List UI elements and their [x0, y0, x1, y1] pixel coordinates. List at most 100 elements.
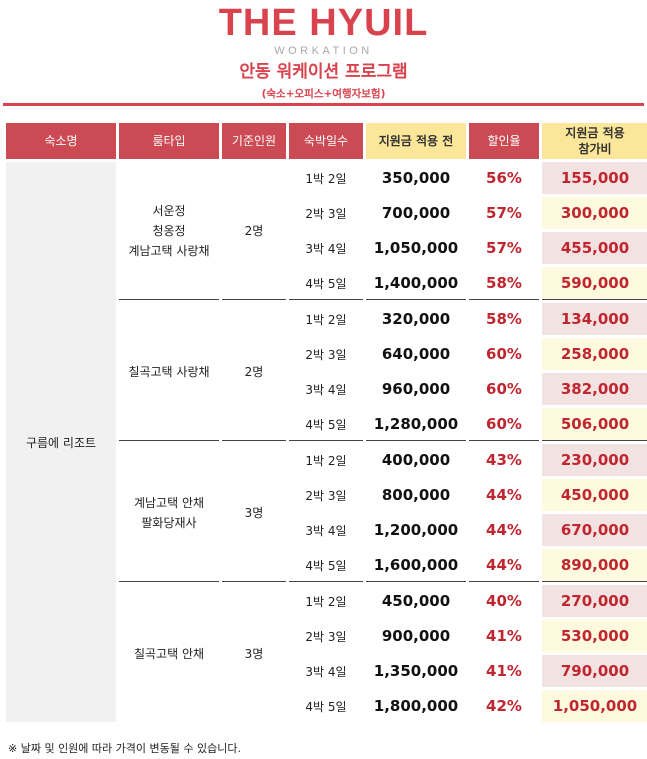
final-price-cell: 790,000 [542, 655, 647, 687]
brand-sub: WORKATION [274, 45, 373, 57]
discount-rate-cell: 58% [469, 267, 539, 300]
page-subtitle: (숙소+오피스+여행자보험) [261, 88, 386, 100]
table-row: 칠곡고택 사랑채 2명 1박 2일 320,000 58% 134,000 [6, 303, 647, 441]
final-price-cell: 382,000 [542, 373, 647, 405]
discount-rate-cell: 58% [469, 303, 539, 335]
final-price-cell: 450,000 [542, 479, 647, 511]
final-price-cell: 890,000 [542, 549, 647, 582]
final-price-cell: 506,000 [542, 408, 647, 441]
discount-rate-cell: 60% [469, 408, 539, 441]
final-price-cell: 300,000 [542, 197, 647, 229]
nights-cell: 3박 4일 [289, 655, 363, 687]
price-before-cell: 1,400,000 [366, 267, 466, 300]
price-before-cell: 450,000 [366, 585, 466, 617]
base-occupancy-cell: 2명 [222, 162, 286, 300]
page-title: 안동 워케이션 프로그램 [239, 62, 408, 82]
nights-cell: 2박 3일 [289, 620, 363, 652]
nights-cell: 2박 3일 [289, 338, 363, 370]
lodging-name-cell: 구름에 리조트 [6, 162, 116, 722]
discount-rate-cell: 42% [469, 690, 539, 722]
discount-rate-cell: 60% [469, 373, 539, 405]
table-row: 3박 4일 1,200,000 44% 670,000 [6, 514, 647, 546]
final-price-cell: 590,000 [542, 267, 647, 300]
final-price-cell: 270,000 [542, 585, 647, 617]
discount-rate-cell: 41% [469, 655, 539, 687]
table-row: 4박 5일 1,280,000 60% 506,000 [6, 408, 647, 441]
discount-rate-cell: 44% [469, 514, 539, 546]
table-row: 4박 5일 1,600,000 44% 890,000 [6, 549, 647, 582]
price-table: 숙소명 룸타입 기준인원 숙박일수 지원금 적용 전 할인율 지원금 적용 참가비 구름에 리… [3, 120, 647, 725]
table-row: 3박 4일 1,050,000 57% 455,000 [6, 232, 647, 264]
final-price-cell: 670,000 [542, 514, 647, 546]
price-before-cell: 1,800,000 [366, 690, 466, 722]
nights-cell: 3박 4일 [289, 514, 363, 546]
table-row: 4박 5일 1,800,000 42% 1,050,000 [6, 690, 647, 722]
header-cell: 지원금 적용 참가비 [542, 123, 647, 159]
nights-cell: 2박 3일 [289, 479, 363, 511]
final-price-cell: 530,000 [542, 620, 647, 652]
discount-rate-cell: 57% [469, 197, 539, 229]
table-row: 2박 3일 640,000 60% 258,000 [6, 338, 647, 370]
header-cell: 할인율 [469, 123, 539, 159]
price-before-cell: 1,600,000 [366, 549, 466, 582]
price-before-cell: 960,000 [366, 373, 466, 405]
nights-cell: 1박 2일 [289, 303, 363, 335]
table-row: 칠곡고택 안채 3명 1박 2일 450,000 40% 270,000 [6, 585, 647, 722]
discount-rate-cell: 44% [469, 479, 539, 511]
table-row: 2박 3일 900,000 41% 530,000 [6, 620, 647, 652]
discount-rate-cell: 57% [469, 232, 539, 264]
nights-cell: 1박 2일 [289, 162, 363, 194]
nights-cell: 3박 4일 [289, 232, 363, 264]
nights-cell: 4박 5일 [289, 690, 363, 722]
price-before-cell: 900,000 [366, 620, 466, 652]
nights-cell: 4박 5일 [289, 267, 363, 300]
price-before-cell: 800,000 [366, 479, 466, 511]
header-cell: 룸타입 [119, 123, 219, 159]
table-row: 구름에 리조트 서운정 청옹정 계남고택 사랑채 2명 1박 2일 350,000 56% 15… [6, 162, 647, 722]
price-before-cell: 1,200,000 [366, 514, 466, 546]
price-before-cell: 1,050,000 [366, 232, 466, 264]
discount-rate-cell: 56% [469, 162, 539, 194]
room-type-cell: 칠곡고택 사랑채 [119, 303, 219, 441]
discount-rate-cell: 41% [469, 620, 539, 652]
nights-cell: 4박 5일 [289, 549, 363, 582]
discount-rate-cell: 60% [469, 338, 539, 370]
nights-cell: 1박 2일 [289, 444, 363, 476]
header-cell: 기준인원 [222, 123, 286, 159]
base-occupancy-cell: 3명 [222, 444, 286, 582]
base-occupancy-cell: 2명 [222, 303, 286, 441]
header-cell: 숙박일수 [289, 123, 363, 159]
nights-cell: 3박 4일 [289, 373, 363, 405]
table-row: 3박 4일 960,000 60% 382,000 [6, 373, 647, 405]
final-price-cell: 455,000 [542, 232, 647, 264]
price-before-cell: 640,000 [366, 338, 466, 370]
table-body: 구름에 리조트 서운정 청옹정 계남고택 사랑채 2명 1박 2일 350,000 56% 15… [6, 162, 647, 722]
header-cell: 지원금 적용 전 [366, 123, 466, 159]
final-price-cell: 155,000 [542, 162, 647, 194]
price-before-cell: 400,000 [366, 444, 466, 476]
footnote: ※ 날짜 및 인원에 따라 가격이 변동될 수 있습니다. [8, 742, 241, 755]
header-cell: 숙소명 [6, 123, 116, 159]
table-row: 계남고택 안채 팔화당재사 3명 1박 2일 400,000 43% 230,000 [6, 444, 647, 582]
discount-rate-cell: 40% [469, 585, 539, 617]
brand-logo: THE HYUIL [218, 2, 429, 44]
price-before-cell: 350,000 [366, 162, 466, 194]
price-before-cell: 320,000 [366, 303, 466, 335]
final-price-cell: 134,000 [542, 303, 647, 335]
final-price-cell: 258,000 [542, 338, 647, 370]
brand-header: THE HYUIL WORKATION 안동 워케이션 프로그램 (숙소+오피스… [0, 0, 647, 101]
nights-cell: 4박 5일 [289, 408, 363, 441]
table-row: 3박 4일 1,350,000 41% 790,000 [6, 655, 647, 687]
final-price-cell: 230,000 [542, 444, 647, 476]
discount-rate-cell: 44% [469, 549, 539, 582]
price-before-cell: 1,350,000 [366, 655, 466, 687]
room-type-cell: 칠곡고택 안채 [119, 585, 219, 722]
final-price-cell: 1,050,000 [542, 690, 647, 722]
room-type-cell: 계남고택 안채 팔화당재사 [119, 444, 219, 582]
table-row: 2박 3일 700,000 57% 300,000 [6, 197, 647, 229]
table-header-row: 숙소명 룸타입 기준인원 숙박일수 지원금 적용 전 할인율 지원금 적용 참가비 [6, 123, 647, 159]
table-row: 2박 3일 800,000 44% 450,000 [6, 479, 647, 511]
table-row: 4박 5일 1,400,000 58% 590,000 [6, 267, 647, 300]
title-divider [3, 103, 644, 106]
price-before-cell: 1,280,000 [366, 408, 466, 441]
